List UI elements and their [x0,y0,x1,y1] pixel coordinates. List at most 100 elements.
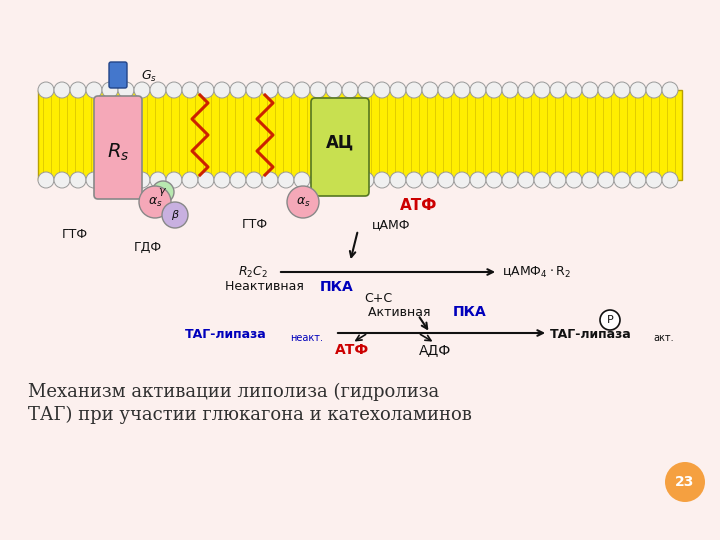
Circle shape [150,172,166,188]
FancyBboxPatch shape [94,96,142,199]
Text: акт.: акт. [653,333,674,343]
Circle shape [582,172,598,188]
Text: Активная: Активная [368,306,434,319]
Text: $\gamma$: $\gamma$ [158,186,168,198]
Text: $\alpha_s$: $\alpha_s$ [296,195,310,208]
Circle shape [422,172,438,188]
Circle shape [198,172,214,188]
Circle shape [262,82,278,98]
Circle shape [54,172,70,188]
Text: $\alpha_s$: $\alpha_s$ [148,195,162,208]
Circle shape [70,82,86,98]
Circle shape [374,172,390,188]
Circle shape [665,462,705,502]
Circle shape [294,172,310,188]
Circle shape [246,82,262,98]
Text: ТАГ-липаза: ТАГ-липаза [185,328,266,341]
Circle shape [262,172,278,188]
Circle shape [438,82,454,98]
Circle shape [662,172,678,188]
Text: АТФ: АТФ [400,198,437,213]
Circle shape [534,82,550,98]
Circle shape [118,172,134,188]
Text: ТАГ-липаза: ТАГ-липаза [550,328,631,341]
Text: ГДФ: ГДФ [134,240,162,253]
FancyBboxPatch shape [311,98,369,196]
Circle shape [118,82,134,98]
Circle shape [134,172,150,188]
Circle shape [182,172,198,188]
Circle shape [614,82,630,98]
Text: АТФ: АТФ [335,343,369,357]
Text: $G_s$: $G_s$ [141,69,157,84]
Circle shape [278,82,294,98]
Circle shape [162,202,188,228]
Circle shape [374,82,390,98]
Circle shape [390,82,406,98]
Circle shape [502,172,518,188]
Text: ГТФ: ГТФ [62,228,88,241]
Text: $\beta$: $\beta$ [171,208,179,222]
Circle shape [550,82,566,98]
Circle shape [182,82,198,98]
Circle shape [342,172,358,188]
Circle shape [342,82,358,98]
Circle shape [230,82,246,98]
Circle shape [278,172,294,188]
Circle shape [86,172,102,188]
Circle shape [326,172,342,188]
Text: Механизм активации липолиза (гидролиза: Механизм активации липолиза (гидролиза [28,383,439,401]
Circle shape [630,82,646,98]
Circle shape [214,82,230,98]
Circle shape [518,172,534,188]
Circle shape [598,172,614,188]
Circle shape [198,82,214,98]
Circle shape [358,172,374,188]
Circle shape [534,172,550,188]
Circle shape [326,82,342,98]
Circle shape [152,181,174,203]
Circle shape [214,172,230,188]
Text: Неактивная: Неактивная [225,280,308,294]
Circle shape [166,172,182,188]
Text: цАМФ: цАМФ [372,219,410,232]
Circle shape [646,82,662,98]
Circle shape [646,172,662,188]
Circle shape [550,172,566,188]
Circle shape [38,172,54,188]
Circle shape [662,82,678,98]
Circle shape [139,186,171,218]
Circle shape [358,82,374,98]
Circle shape [566,172,582,188]
Circle shape [422,82,438,98]
Circle shape [454,172,470,188]
Text: С+С: С+С [364,292,392,305]
Text: цАМФ$_4\cdot$R$_2$: цАМФ$_4\cdot$R$_2$ [502,265,571,280]
Circle shape [310,172,326,188]
Text: АДФ: АДФ [419,343,451,357]
Circle shape [630,172,646,188]
Text: ГТФ: ГТФ [242,219,268,232]
Circle shape [582,82,598,98]
Text: неакт.: неакт. [290,333,323,343]
Circle shape [598,82,614,98]
Circle shape [54,82,70,98]
Circle shape [166,82,182,98]
Circle shape [310,82,326,98]
Text: АЦ: АЦ [326,133,354,152]
Circle shape [614,172,630,188]
Circle shape [150,82,166,98]
Circle shape [502,82,518,98]
Circle shape [294,82,310,98]
Text: $R_s$: $R_s$ [107,141,129,163]
Circle shape [102,82,118,98]
Text: P: P [607,315,613,325]
Circle shape [102,172,118,188]
Text: ПКА: ПКА [453,305,487,319]
Circle shape [566,82,582,98]
Circle shape [600,310,620,330]
Circle shape [86,82,102,98]
FancyBboxPatch shape [109,62,127,88]
Circle shape [438,172,454,188]
Text: 23: 23 [675,475,695,489]
